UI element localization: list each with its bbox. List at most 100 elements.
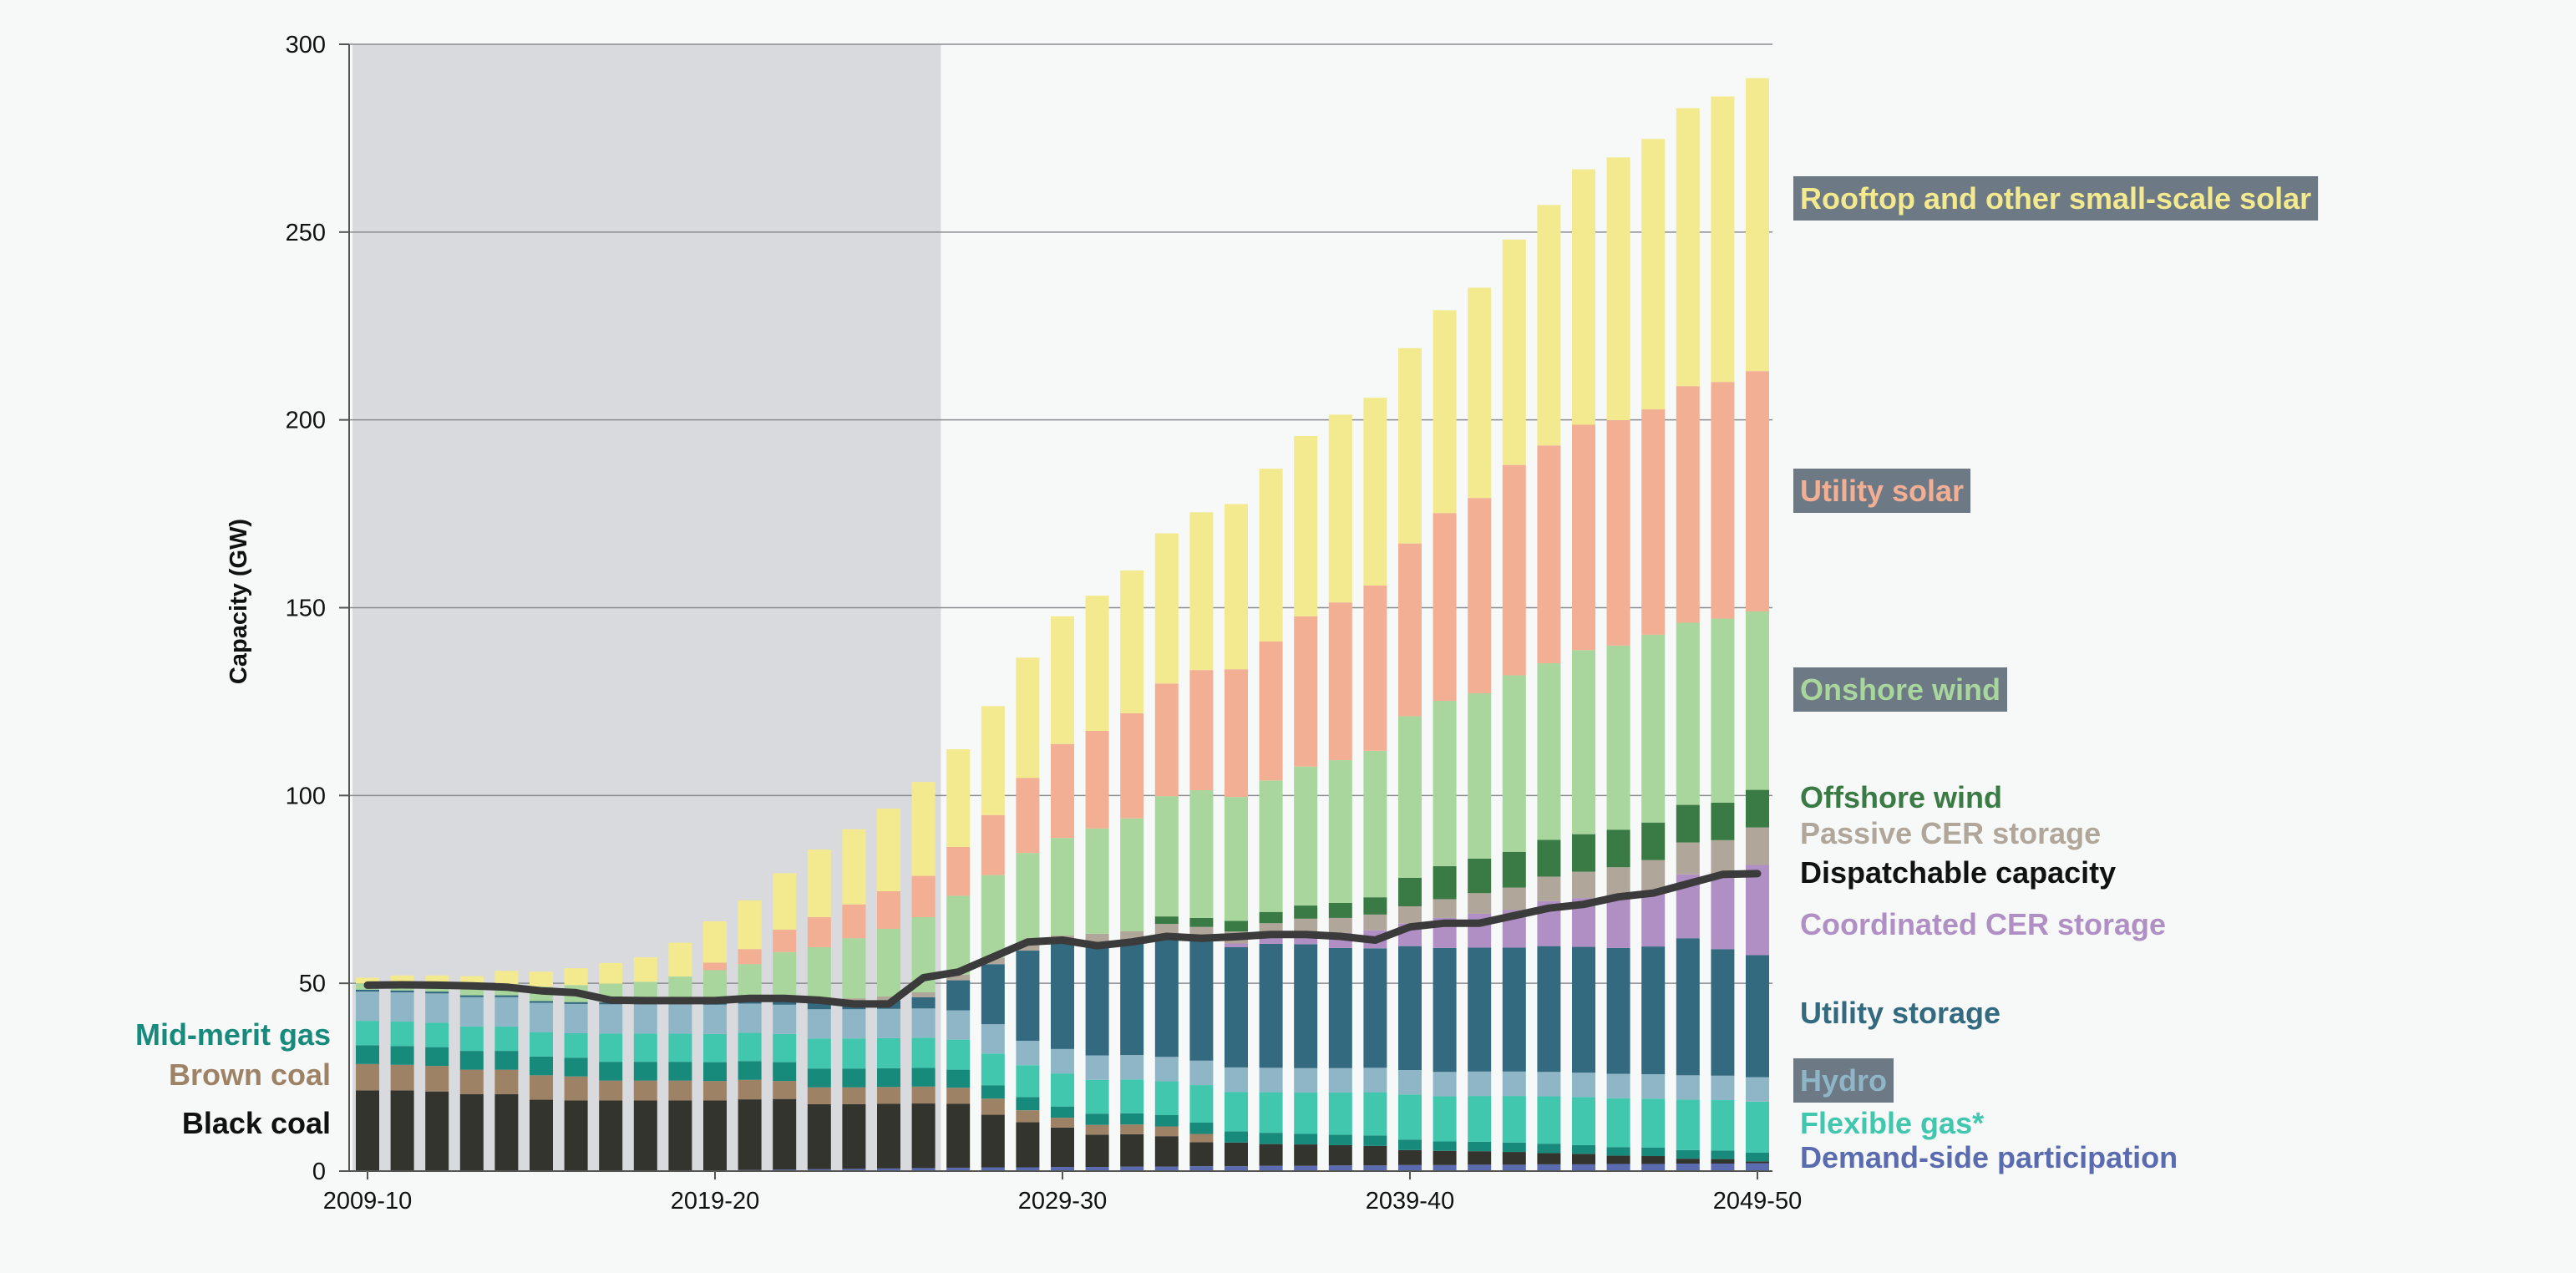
x-tick-label: 2009-10 bbox=[323, 1188, 412, 1215]
bar-segment-black-coal bbox=[842, 1103, 866, 1169]
bar-segment-hydro bbox=[738, 1003, 762, 1033]
bar-segment-demand-side-participation bbox=[1259, 1165, 1283, 1171]
bar-segment-flexible-gas bbox=[633, 1033, 657, 1063]
bar-segment-flexible-gas bbox=[1154, 1081, 1179, 1115]
bar-segment-passive-cer-storage bbox=[1606, 867, 1630, 895]
bar-segment-hydro bbox=[1711, 1075, 1735, 1101]
bar-segment-demand-side-participation bbox=[1537, 1164, 1561, 1171]
bar-segment-utility-solar bbox=[1606, 420, 1630, 646]
bar-segment-flexible-gas bbox=[911, 1037, 936, 1068]
bar-segment-rooftop-and-other-small-scale-solar bbox=[599, 962, 623, 984]
bar-segment-utility-solar bbox=[738, 949, 762, 965]
bar-segment-onshore-wind bbox=[1711, 618, 1735, 803]
bar-segment-flexible-gas bbox=[668, 1033, 692, 1063]
bar-segment-onshore-wind bbox=[1016, 853, 1040, 944]
bar-segment-rooftop-and-other-small-scale-solar bbox=[633, 957, 657, 982]
bar-segment-brown-coal bbox=[911, 1086, 936, 1104]
bar-segment-mid-merit-gas bbox=[1120, 1113, 1144, 1125]
bar-segment-black-coal bbox=[738, 1099, 762, 1170]
bar-segment-utility-storage bbox=[1363, 948, 1387, 1068]
bar-segment-mid-merit-gas bbox=[703, 1062, 727, 1082]
bar-segment-brown-coal bbox=[946, 1088, 971, 1104]
bar-segment-mid-merit-gas bbox=[459, 1051, 484, 1070]
bar-segment-brown-coal bbox=[703, 1081, 727, 1101]
bar-segment-utility-storage bbox=[425, 992, 449, 994]
bar-segment-flexible-gas bbox=[1641, 1098, 1666, 1148]
bar-segment-hydro bbox=[773, 1004, 797, 1034]
bar-segment-onshore-wind bbox=[842, 938, 866, 999]
bar-segment-rooftop-and-other-small-scale-solar bbox=[1572, 169, 1595, 425]
bar-segment-passive-cer-storage bbox=[1746, 827, 1769, 865]
bar-segment-flexible-gas bbox=[1051, 1073, 1074, 1107]
y-tick-label: 50 bbox=[299, 971, 326, 997]
bar-segment-black-coal bbox=[425, 1091, 449, 1171]
bar-segment-black-coal bbox=[911, 1103, 936, 1169]
label-box-rooftop-and-other-small-scale-solar bbox=[1793, 176, 2319, 221]
bar-segment-rooftop-and-other-small-scale-solar bbox=[668, 942, 692, 977]
bar-segment-onshore-wind bbox=[1676, 622, 1700, 805]
bar-segment-utility-solar bbox=[1433, 513, 1457, 702]
bar-segment-offshore-wind bbox=[1363, 897, 1387, 915]
bar-segment-brown-coal bbox=[1051, 1118, 1074, 1128]
bar-segment-passive-cer-storage bbox=[1016, 943, 1040, 951]
bar-segment-demand-side-participation bbox=[1120, 1166, 1144, 1171]
bar-segment-rooftop-and-other-small-scale-solar bbox=[1398, 347, 1422, 544]
bar-segment-brown-coal bbox=[494, 1069, 519, 1094]
bar-segment-offshore-wind bbox=[1676, 804, 1700, 843]
y-tick-label: 100 bbox=[286, 783, 326, 809]
bar-segment-rooftop-and-other-small-scale-solar bbox=[564, 968, 588, 986]
bar-segment-hydro bbox=[1502, 1071, 1526, 1097]
label-flexible-gas: Flexible gas* bbox=[1800, 1106, 1984, 1140]
bar-segment-brown-coal bbox=[564, 1076, 588, 1101]
bar-segment-utility-solar bbox=[981, 814, 1005, 875]
bar-segment-mid-merit-gas bbox=[530, 1056, 553, 1076]
bar-segment-onshore-wind bbox=[1572, 650, 1595, 834]
bar-segment-black-coal bbox=[564, 1100, 588, 1171]
bar-segment-hydro bbox=[1225, 1067, 1248, 1093]
bar-segment-utility-solar bbox=[1468, 498, 1492, 694]
bar-segment-mid-merit-gas bbox=[390, 1046, 414, 1065]
bar-segment-black-coal bbox=[1746, 1161, 1769, 1164]
bar-segment-hydro bbox=[668, 1004, 692, 1034]
bar-segment-rooftop-and-other-small-scale-solar bbox=[1051, 616, 1074, 744]
bar-segment-passive-cer-storage bbox=[1120, 931, 1144, 941]
bar-segment-mid-merit-gas bbox=[1363, 1135, 1387, 1146]
bar-segment-rooftop-and-other-small-scale-solar bbox=[773, 873, 797, 930]
bar-segment-utility-solar bbox=[1537, 445, 1561, 664]
bar-segment-mid-merit-gas bbox=[1051, 1106, 1074, 1118]
bar-segment-rooftop-and-other-small-scale-solar bbox=[1746, 78, 1769, 372]
bar-segment-mid-merit-gas bbox=[1085, 1113, 1109, 1125]
axes: 0 50 100 150 200 250 300 2009-10 2019-20 2029-30 2… bbox=[286, 32, 1803, 1215]
bar-segment-mid-merit-gas bbox=[1259, 1133, 1283, 1144]
bar-segment-passive-cer-storage bbox=[1294, 918, 1318, 933]
bar-segment-demand-side-participation bbox=[842, 1169, 866, 1171]
bar-segment-onshore-wind bbox=[773, 951, 797, 997]
bar-segment-hydro bbox=[1468, 1071, 1492, 1097]
bar-segment-offshore-wind bbox=[1641, 822, 1666, 860]
bar-segment-utility-solar bbox=[1398, 543, 1422, 717]
y-tick-label: 200 bbox=[286, 408, 326, 434]
bar-segment-offshore-wind bbox=[1189, 917, 1214, 927]
bar-segment-hydro bbox=[1433, 1072, 1457, 1097]
bar-segment-flexible-gas bbox=[356, 1021, 379, 1046]
bar-segment-utility-storage bbox=[807, 1002, 831, 1010]
bar-segment-hydro bbox=[1641, 1073, 1666, 1099]
bar-segment-utility-solar bbox=[1294, 616, 1318, 767]
bar-segment-mid-merit-gas bbox=[1154, 1114, 1179, 1127]
label-passive-cer-storage: Passive CER storage bbox=[1800, 816, 2101, 850]
bar-segment-black-coal bbox=[1120, 1134, 1144, 1167]
bar-segment-hydro bbox=[1259, 1068, 1283, 1093]
bar-segment-flexible-gas bbox=[1468, 1096, 1492, 1142]
bar-segment-onshore-wind bbox=[1259, 780, 1283, 912]
bar-segment-flexible-gas bbox=[1433, 1096, 1457, 1142]
bar-segment-brown-coal bbox=[1189, 1134, 1214, 1143]
bar-segment-onshore-wind bbox=[1294, 766, 1318, 906]
bar-segment-brown-coal bbox=[738, 1079, 762, 1100]
bar-segment-flexible-gas bbox=[1502, 1096, 1526, 1143]
bar-segment-mid-merit-gas bbox=[1502, 1142, 1526, 1153]
bar-segment-mid-merit-gas bbox=[494, 1051, 519, 1070]
bar-segment-flexible-gas bbox=[807, 1038, 831, 1069]
bar-segment-flexible-gas bbox=[981, 1053, 1005, 1086]
bar-segment-rooftop-and-other-small-scale-solar bbox=[1120, 570, 1144, 713]
bar-segment-black-coal bbox=[1502, 1152, 1526, 1165]
